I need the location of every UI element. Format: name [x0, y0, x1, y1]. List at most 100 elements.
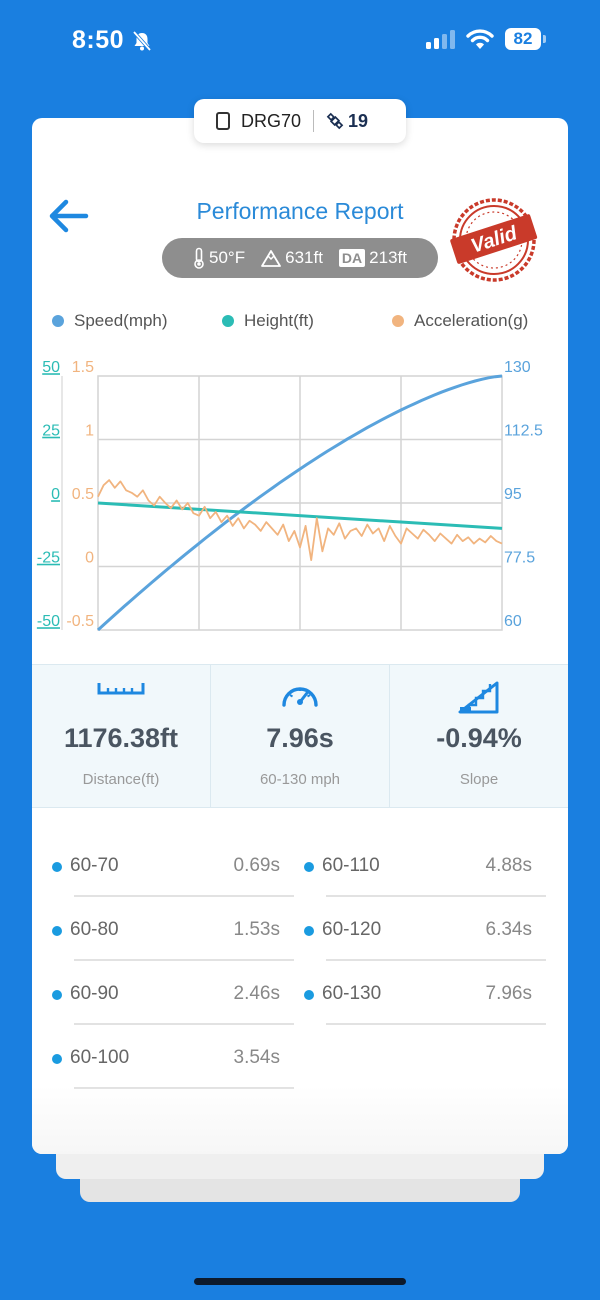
split-dot — [52, 862, 62, 872]
slope-value: -0.94% — [436, 723, 522, 753]
split-item: 60-70 0.69s — [52, 838, 294, 902]
acceleration-series-line — [97, 479, 503, 561]
slope-icon — [458, 681, 499, 714]
legend-acceleration: Acceleration(g) — [392, 311, 528, 331]
density-altitude-value: 213ft — [369, 248, 407, 267]
battery-indicator: 82 — [505, 28, 541, 50]
back-arrow-icon[interactable] — [46, 198, 90, 234]
split-divider — [326, 1023, 546, 1025]
altitude-item: 631ft — [261, 248, 323, 268]
height-series-line — [97, 501, 503, 530]
split-dot — [52, 926, 62, 936]
split-item: 60-130 7.96s — [304, 966, 546, 1030]
split-range: 60-70 — [70, 855, 119, 876]
legend-speed: Speed(mph) — [52, 311, 168, 331]
split-range: 60-80 — [70, 919, 119, 940]
stat-distance: 1176.38ft Distance(ft) — [32, 665, 211, 807]
pill-divider — [313, 110, 315, 132]
density-altitude-item: DA 213ft — [338, 248, 407, 268]
time-label: 60-130 mph — [259, 771, 341, 788]
accel-tick-label: 0.5 — [72, 486, 94, 503]
chart-legend: Speed(mph) Height(ft) Acceleration(g) — [32, 311, 568, 335]
height-tick-label: 0 — [51, 486, 60, 503]
legend-speed-label: Speed(mph) — [74, 311, 168, 330]
legend-acceleration-label: Acceleration(g) — [414, 311, 529, 330]
status-time: 8:50 — [72, 26, 125, 54]
thermometer-icon — [194, 247, 204, 269]
split-time: 7.96s — [485, 983, 532, 1004]
distance-label: Distance(ft) — [82, 771, 160, 788]
split-time: 0.69s — [233, 855, 280, 876]
stats-row: 1176.38ft Distance(ft) 7.96s 60-130 mph … — [32, 664, 568, 808]
battery-tip — [543, 35, 546, 43]
status-bar: 8:50 82 — [0, 0, 600, 82]
split-time: 4.88s — [485, 855, 532, 876]
bell-muted-icon — [132, 30, 152, 52]
height-tick-label: -25 — [37, 550, 60, 567]
ruler-icon — [97, 683, 145, 695]
legend-height-label: Height(ft) — [244, 311, 314, 330]
distance-value: 1176.38ft — [63, 723, 179, 753]
list-bottom-fade — [32, 1086, 568, 1154]
temperature-value: 50°F — [209, 248, 246, 267]
home-indicator[interactable] — [194, 1278, 406, 1285]
split-item: 60-90 2.46s — [52, 966, 294, 1030]
split-item: 60-100 3.54s — [52, 1030, 294, 1094]
split-divider — [74, 895, 294, 897]
split-range: 60-90 — [70, 983, 119, 1004]
legend-height-dot — [222, 315, 234, 327]
cellular-signal-icon — [426, 30, 455, 49]
split-dot — [304, 862, 314, 872]
accel-tick-label: 1.5 — [72, 359, 94, 376]
satellite-count: 19 — [348, 110, 369, 131]
split-time: 1.53s — [233, 919, 280, 940]
performance-chart: 50 25 0 -25 -50 1.5 1 0.5 0 -0.5 130 112.5 95 77.5 60 — [37, 359, 543, 632]
height-tick-label: -50 — [37, 613, 60, 630]
legend-acceleration-dot — [392, 315, 404, 327]
split-range: 60-130 — [322, 983, 382, 1004]
speed-tick-label: 95 — [504, 486, 522, 503]
conditions-pill: 50°F 631ft DA 213ft — [162, 238, 438, 278]
speedometer-icon — [282, 687, 318, 707]
split-time: 6.34s — [485, 919, 532, 940]
split-divider — [326, 959, 546, 961]
speed-tick-label: 112.5 — [504, 423, 543, 440]
split-divider — [74, 1023, 294, 1025]
speed-series-line — [96, 374, 503, 632]
accel-tick-label: 0 — [85, 550, 94, 567]
page-title: Performance Report — [196, 198, 404, 224]
speed-tick-label: 77.5 — [504, 550, 535, 567]
device-pill[interactable]: DRG70 19 — [194, 99, 406, 143]
slope-label: Slope — [459, 771, 499, 788]
split-divider — [326, 895, 546, 897]
accel-tick-label: -0.5 — [66, 613, 94, 630]
legend-speed-dot — [52, 315, 64, 327]
mountain-icon — [261, 250, 282, 267]
split-item: 60-110 4.88s — [304, 838, 546, 902]
split-dot — [304, 990, 314, 1000]
split-range: 60-120 — [322, 919, 382, 940]
temperature-item: 50°F — [193, 247, 245, 269]
split-range: 60-100 — [70, 1047, 130, 1068]
split-dot — [52, 1054, 62, 1064]
split-dot — [304, 926, 314, 936]
split-item: 60-120 6.34s — [304, 902, 546, 966]
wifi-icon — [466, 29, 494, 49]
stat-time: 7.96s 60-130 mph — [211, 665, 390, 807]
split-item: 60-80 1.53s — [52, 902, 294, 966]
split-dot — [52, 990, 62, 1000]
valid-stamp-icon: Valid — [450, 198, 538, 282]
report-card: Performance Report 50°F 631ft DA 213ft — [32, 118, 568, 1154]
height-tick-label: 50 — [42, 359, 60, 376]
accel-tick-label: 1 — [85, 423, 94, 440]
split-time: 2.46s — [233, 983, 280, 1004]
stat-slope: -0.94% Slope — [390, 665, 568, 807]
split-time: 3.54s — [233, 1047, 280, 1068]
height-tick-label: 25 — [42, 423, 60, 440]
speed-tick-label: 130 — [504, 359, 531, 376]
legend-height: Height(ft) — [222, 311, 314, 331]
da-badge: DA — [338, 249, 366, 267]
device-name: DRG70 — [241, 110, 302, 131]
split-range: 60-110 — [322, 855, 380, 876]
split-divider — [74, 959, 294, 961]
